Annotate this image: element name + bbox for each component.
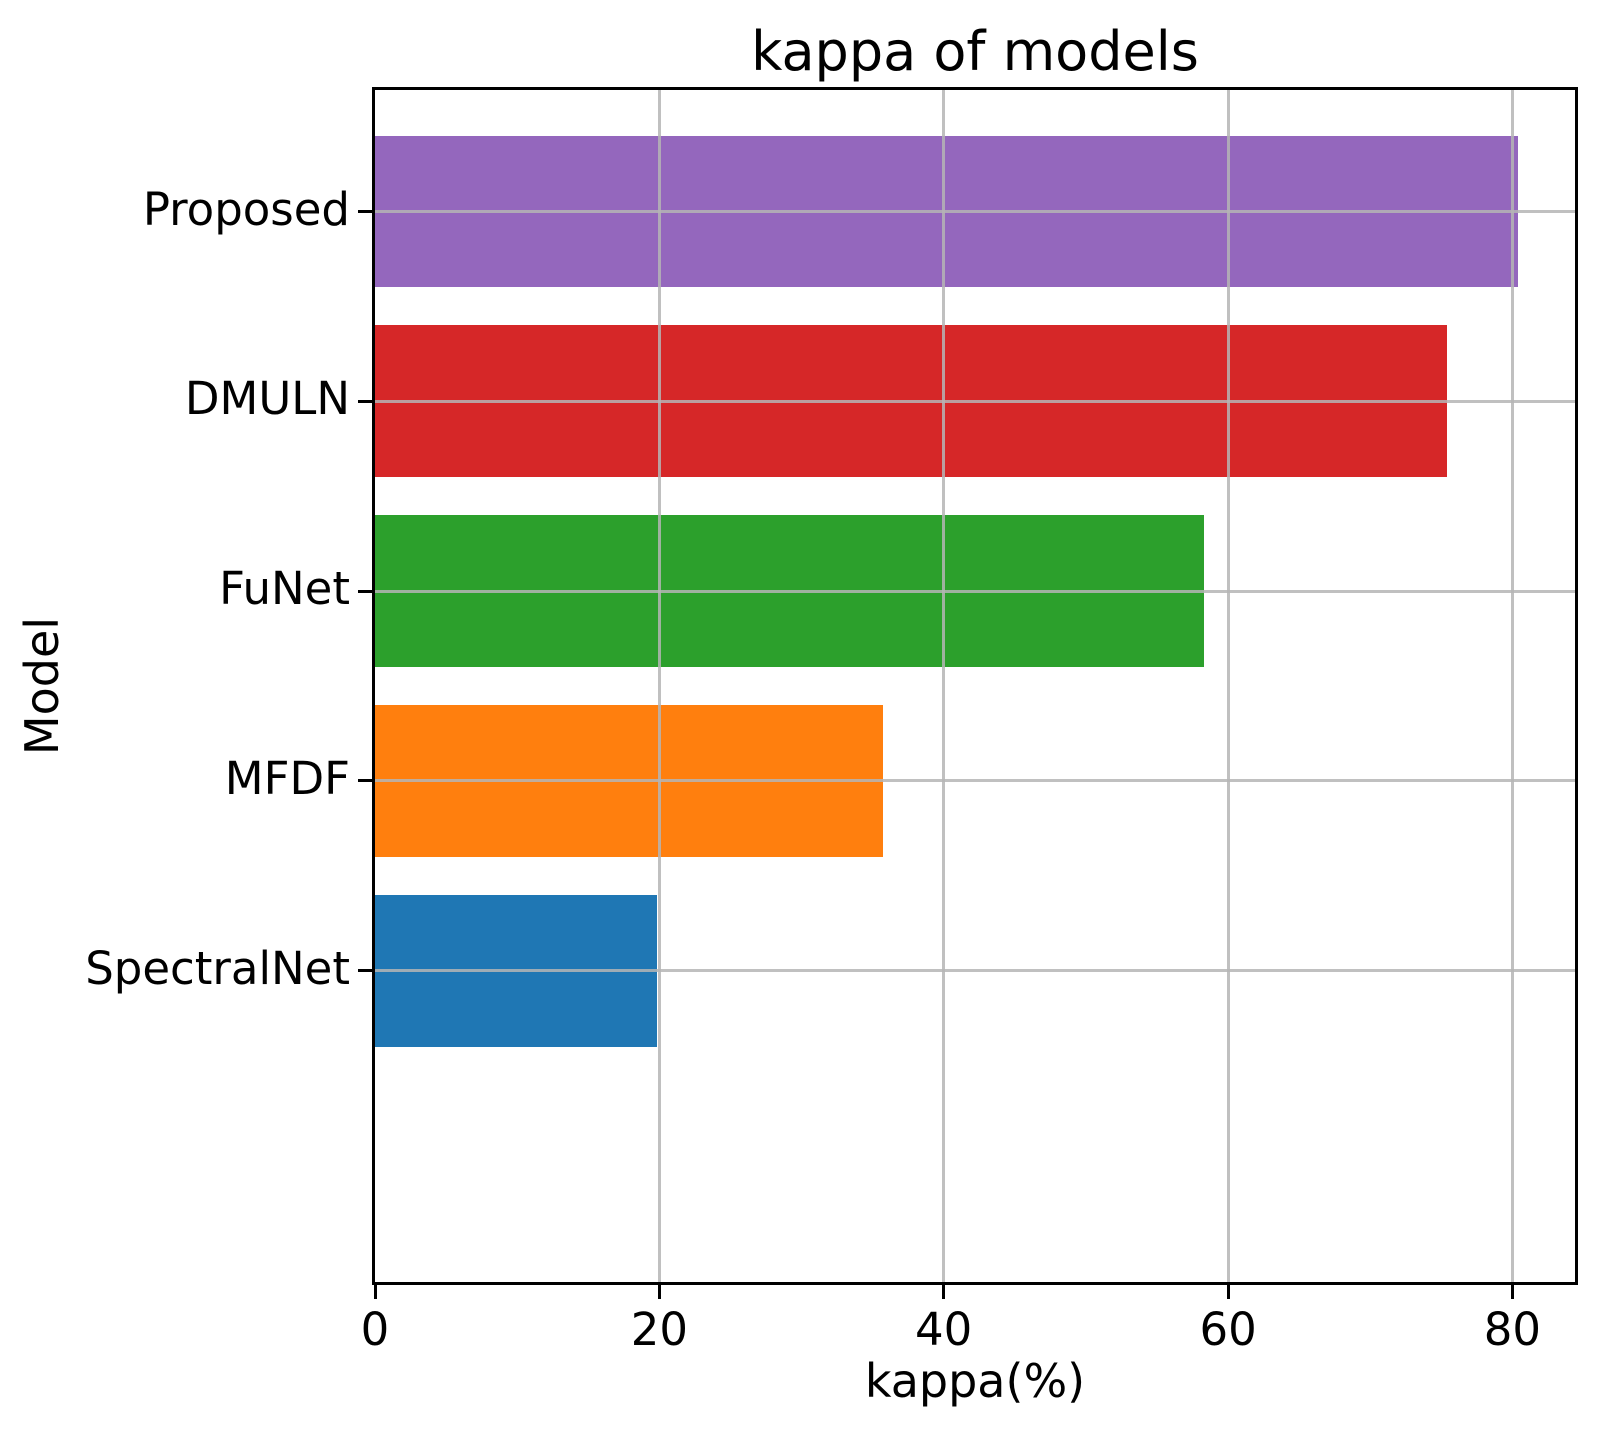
x-tick [1510,1285,1514,1299]
x-tick-label: 0 [360,1303,390,1356]
y-axis-label: Model [15,616,69,756]
y-tick-label: SpectralNet [85,941,350,995]
y-tick-label: Proposed [142,182,350,236]
y-tick [358,399,372,403]
x-tick [942,1285,946,1299]
y-tick-label: FuNet [219,562,350,616]
x-gridline [1510,90,1514,1282]
y-tick [358,589,372,593]
x-tick-label: 40 [915,1303,973,1356]
x-tick-label: 80 [1483,1303,1542,1356]
y-tick-label: MFDF [224,751,350,805]
y-gridline [375,969,1575,973]
x-tick [1226,1285,1230,1299]
chart-title: kappa of models [751,20,1199,83]
x-gridline [657,90,661,1282]
y-tick [358,210,372,213]
x-tick [373,1285,377,1299]
y-tick [358,779,372,783]
y-tick-label: DMULN [184,372,350,426]
y-gridline [375,399,1575,403]
x-tick-label: 60 [1199,1303,1257,1356]
x-tick [657,1285,661,1299]
x-gridline [942,90,946,1282]
x-axis-label: kappa(%) [864,1354,1086,1408]
y-gridline [375,210,1575,213]
y-gridline [375,779,1575,783]
x-tick-label: 20 [630,1303,689,1356]
y-gridline [375,589,1575,593]
x-gridline [1226,90,1230,1282]
y-tick [358,969,372,973]
